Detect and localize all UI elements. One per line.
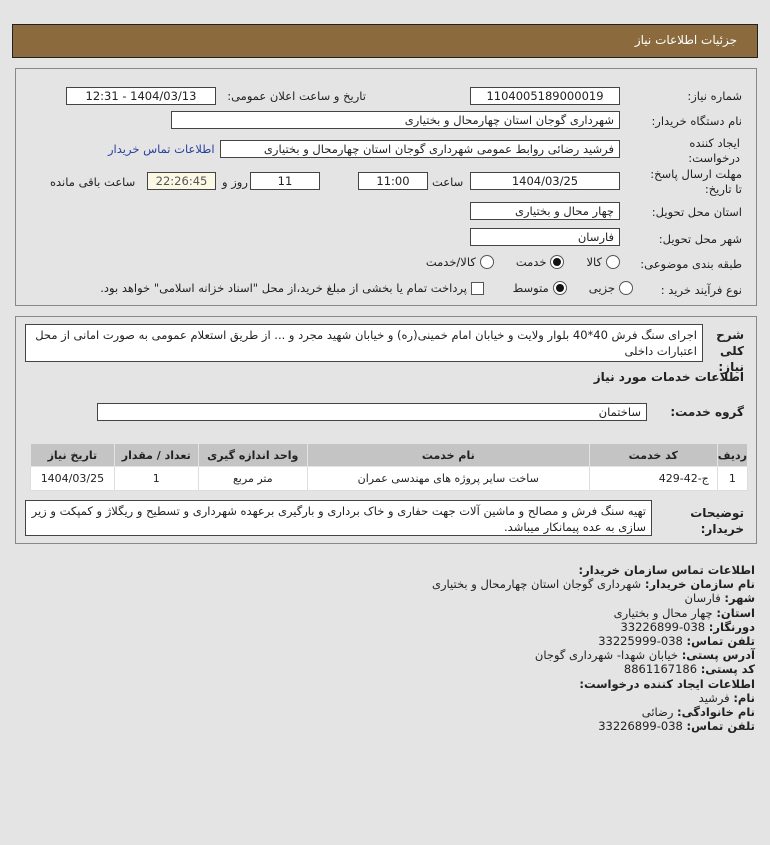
province-field[interactable]: چهار محال و بختیاری: [470, 202, 620, 220]
buyer-name-field[interactable]: شهرداری گوجان استان چهارمحال و بختیاری: [171, 111, 620, 129]
contact-city: شهر: فارسان: [684, 591, 755, 606]
page-header: جزئیات اطلاعات نیاز: [12, 24, 758, 58]
description-field[interactable]: اجرای سنگ فرش 40*40 بلوار ولایت و خیابان…: [25, 324, 703, 362]
table-row: 1 ج-42-429 ساخت سایر پروژه های مهندسی عم…: [30, 466, 749, 491]
col-row: ردیف: [716, 443, 749, 467]
creator-last-name: نام خانوادگی: رضائی: [641, 705, 755, 720]
table-header-row: ردیف کد خدمت نام خدمت واحد اندازه گیری ت…: [30, 443, 749, 467]
service-group-label: گروه خدمت:: [670, 405, 744, 419]
process-radio-group: جزیی متوسط: [513, 281, 633, 295]
payment-note: پرداخت تمام یا بخشی از مبلغ خرید،از محل …: [100, 281, 467, 295]
option-label: کالا: [586, 255, 602, 269]
announce-label: تاریخ و ساعت اعلان عمومی:: [227, 89, 366, 103]
remaining-label: ساعت باقی مانده: [50, 175, 136, 189]
option-label: خدمت: [515, 255, 547, 269]
process-option-minor[interactable]: جزیی: [589, 281, 633, 295]
contact-title: اطلاعات تماس سازمان خریدار:: [578, 563, 755, 577]
radio-icon[interactable]: [606, 255, 620, 269]
need-number-label: شماره نیاز:: [687, 89, 742, 103]
option-label: متوسط: [512, 281, 549, 295]
city-field[interactable]: فارسان: [470, 228, 620, 246]
option-label: جزیی: [588, 281, 615, 295]
creator-phone: تلفن تماس: 038-33226899: [598, 719, 755, 734]
radio-icon[interactable]: [619, 281, 633, 295]
contact-address: آدرس پستی: خیابان شهدا- شهرداری گوجان: [534, 648, 755, 663]
province-label: استان محل تحویل:: [651, 205, 742, 219]
remaining-time-field: 22:26:45: [147, 172, 216, 190]
buyer-contact-link[interactable]: اطلاعات تماس خریدار: [108, 142, 215, 156]
creator-label: ایجاد کننده درخواست:: [688, 136, 740, 165]
cell-date: 1404/03/25: [30, 466, 115, 491]
description-label: شرح کلی نیاز:: [716, 328, 744, 374]
col-unit: واحد اندازه گیری: [197, 443, 308, 467]
col-qty: تعداد / مقدار: [113, 443, 199, 467]
category-option-both[interactable]: کالا/خدمت: [426, 255, 494, 269]
radio-icon[interactable]: [479, 255, 494, 269]
contact-phone: تلفن تماس: 038-33225999: [598, 634, 755, 649]
col-date: تاریخ نیاز: [30, 443, 115, 467]
category-option-goods[interactable]: کالا: [586, 255, 620, 269]
time-label: ساعت: [432, 175, 464, 189]
category-option-service[interactable]: خدمت: [516, 255, 565, 269]
radio-checked-icon[interactable]: [550, 255, 565, 269]
deadline-label: مهلت ارسال پاسخ: تا تاریخ:: [650, 167, 742, 196]
services-table: ردیف کد خدمت نام خدمت واحد اندازه گیری ت…: [30, 443, 749, 491]
category-radio-group: کالا خدمت کالا/خدمت: [426, 255, 620, 269]
cell-name: ساخت سایر پروژه های مهندسی عمران: [306, 466, 590, 491]
need-number-field[interactable]: 1104005189000019: [470, 87, 620, 105]
radio-checked-icon[interactable]: [552, 281, 567, 295]
page-title: جزئیات اطلاعات نیاز: [634, 33, 737, 47]
option-label: کالا/خدمت: [425, 255, 476, 269]
col-code: کد خدمت: [588, 443, 718, 467]
treasury-payment-option[interactable]: پرداخت تمام یا بخشی از مبلغ خرید،از محل …: [100, 281, 484, 295]
buyer-contact-block: اطلاعات تماس سازمان خریدار: نام سازمان خ…: [155, 563, 755, 733]
city-label: شهر محل تحویل:: [658, 232, 742, 246]
contact-fax: دورنگار: 038-33226899: [620, 619, 755, 634]
services-title: اطلاعات خدمات مورد نیاز: [593, 370, 744, 384]
service-group-field[interactable]: ساختمان: [97, 403, 647, 421]
buyer-notes-field[interactable]: تهیه سنگ فرش و مصالح و ماشین آلات جهت حف…: [25, 500, 652, 536]
contact-postal-code: کد پستی: 8861167186: [623, 662, 755, 677]
process-option-medium[interactable]: متوسط: [513, 281, 567, 295]
col-name: نام خدمت: [306, 443, 590, 467]
cell-row: 1: [716, 466, 749, 491]
contact-org: نام سازمان خریدار: شهرداری گوجان استان چ…: [431, 577, 755, 592]
creator-title: اطلاعات ایجاد کننده درخواست:: [579, 676, 755, 691]
creator-first-name: نام: فرشید: [698, 690, 755, 705]
deadline-date-field[interactable]: 1404/03/25: [470, 172, 620, 190]
announce-field[interactable]: 1404/03/13 - 12:31: [66, 87, 216, 105]
days-field[interactable]: 11: [250, 172, 320, 190]
contact-province: استان: چهار محال و بختیاری: [613, 605, 755, 620]
buyer-notes-label: توضیحات خریدار:: [690, 506, 744, 536]
deadline-time-field[interactable]: 11:00: [358, 172, 428, 190]
buyer-name-label: نام دستگاه خریدار:: [651, 114, 742, 128]
checkbox[interactable]: [471, 281, 484, 295]
cell-qty: 1: [113, 466, 199, 491]
creator-field[interactable]: فرشید رضائی روابط عمومی شهرداری گوجان اس…: [220, 140, 620, 158]
category-label: طبقه بندی موضوعی:: [640, 257, 742, 271]
cell-code: ج-42-429: [588, 466, 718, 491]
process-label: نوع فرآیند خرید :: [660, 283, 742, 297]
cell-unit: متر مربع: [197, 466, 308, 491]
days-label: روز و: [222, 175, 248, 189]
